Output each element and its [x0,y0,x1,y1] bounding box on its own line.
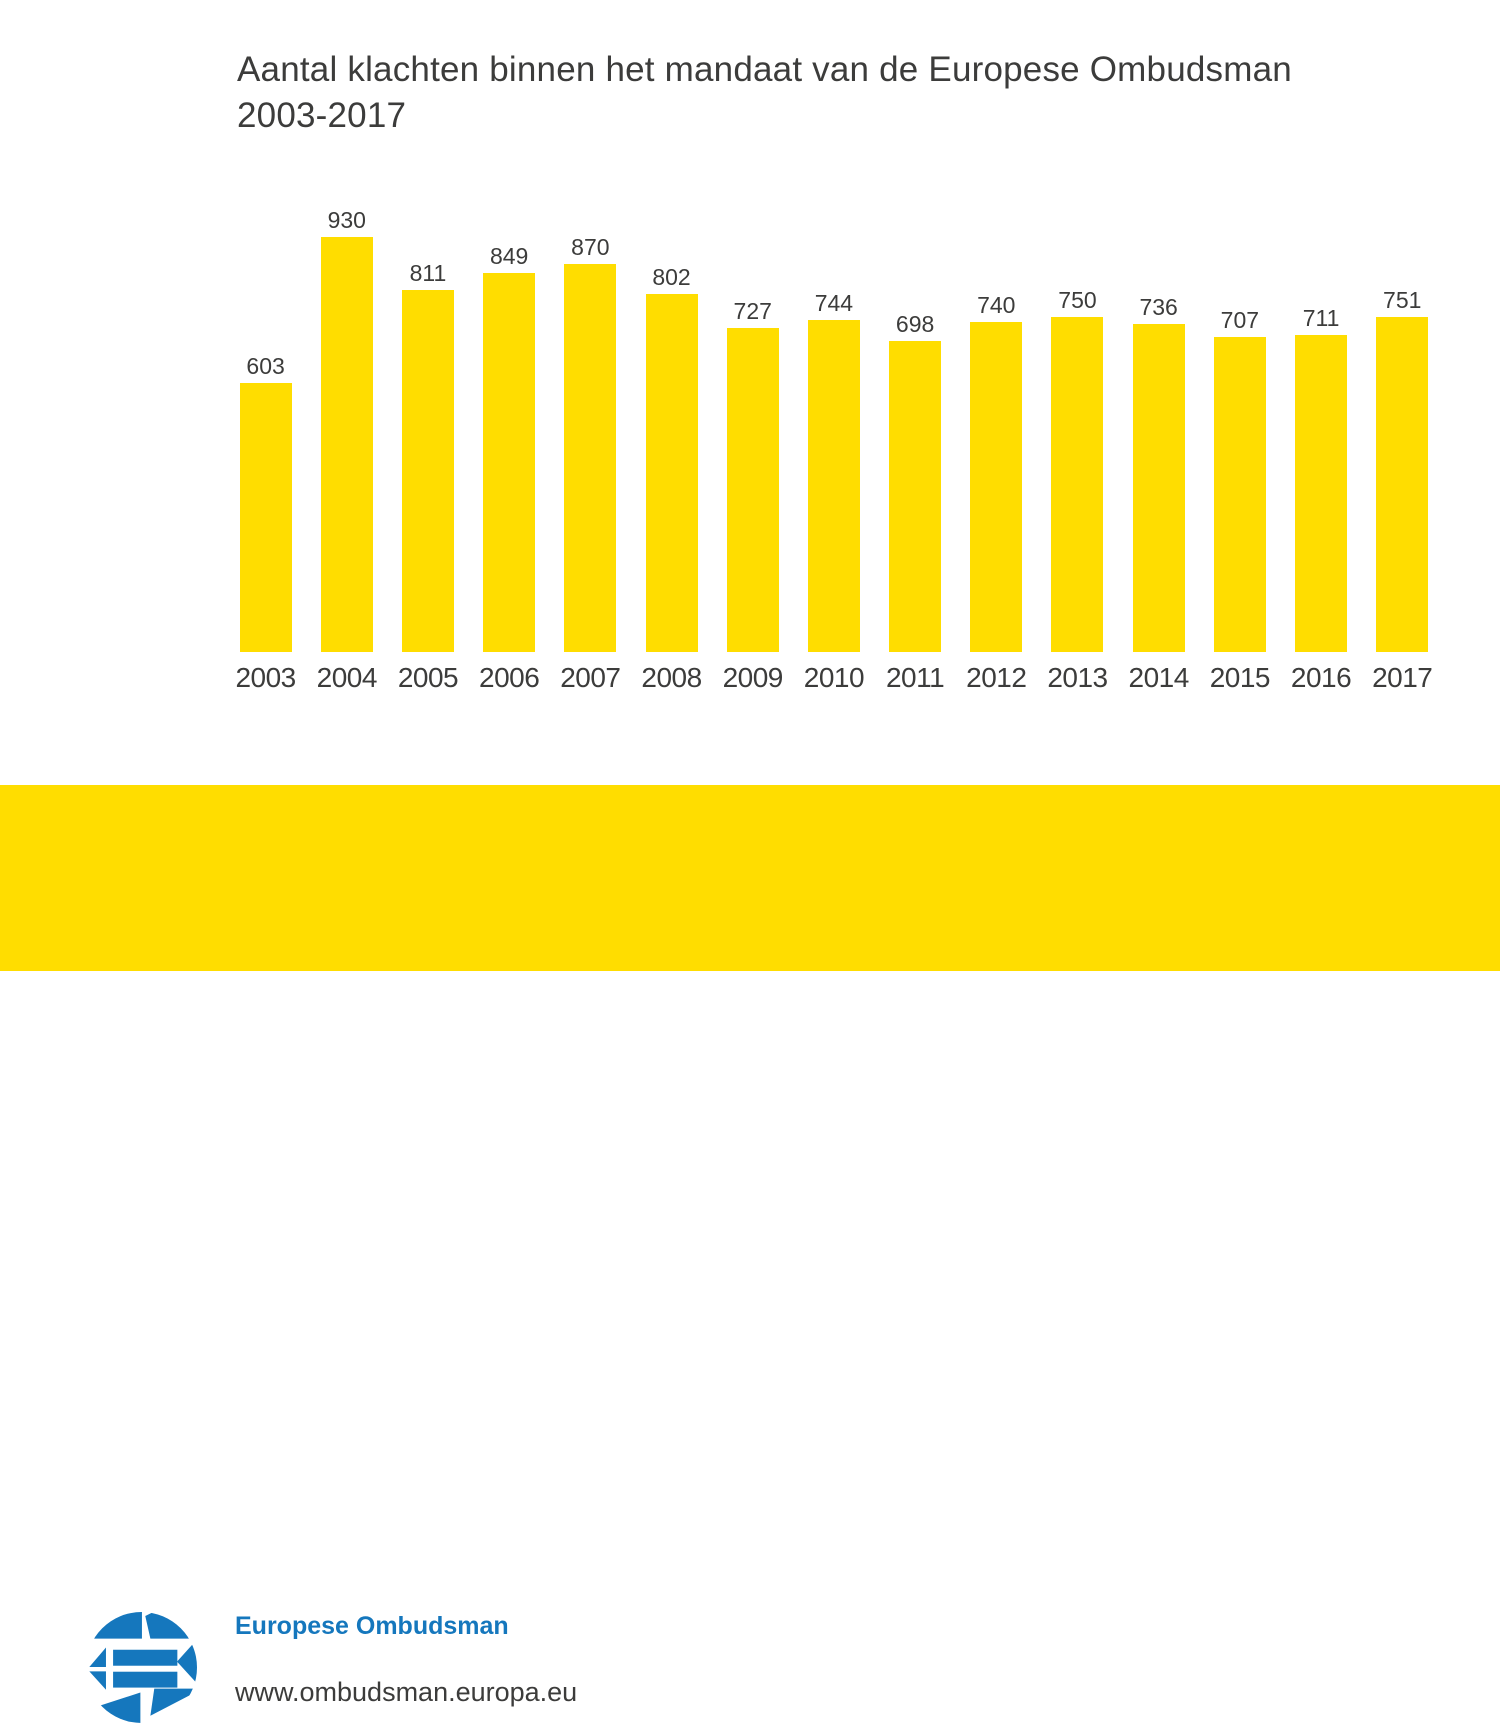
bar-slot-2009: 727 [712,299,793,652]
bar-slot-2006: 849 [469,244,550,652]
value-label-2017: 751 [1383,287,1422,313]
value-label-2005: 811 [409,260,447,286]
european-ombudsman-logo-icon [86,1612,197,1723]
year-label-2016: 2016 [1290,662,1352,693]
bar-2016 [1295,335,1348,652]
bar-slot-2010: 744 [793,291,874,652]
year-label-2005: 2005 [397,662,459,693]
bar-slot-2013: 750 [1037,288,1118,652]
bar-2009 [726,328,779,652]
bar-2013 [1051,317,1104,652]
value-label-2014: 736 [1139,294,1178,320]
page-title: Aantal klachten binnen het mandaat van d… [237,47,1292,139]
bar-slot-2005: 811 [387,261,468,652]
footer-website-url: www.ombudsman.europa.eu [235,1677,578,1707]
bar-slot-2015: 707 [1199,308,1280,652]
page-title-line2: 2003-2017 [237,96,407,135]
bar-slot-2012: 740 [956,293,1037,652]
bar-slot-2011: 698 [875,312,956,652]
year-axis: 2003 2004 2005 2006 2007 2008 2009 2010 2011 2012… [225,652,1444,694]
bar-slot-2007: 870 [550,235,631,652]
bar-slot-2008: 802 [631,265,712,652]
year-label-2003: 2003 [235,662,296,693]
value-label-2004: 930 [327,207,366,233]
bar-slot-2014: 736 [1118,295,1199,652]
footer-org-name: Europese Ombudsman [235,1612,509,1640]
value-label-2013: 750 [1058,287,1097,313]
bar-2010 [807,320,860,652]
bar-2006 [483,273,536,652]
year-label-2017: 2017 [1372,662,1433,693]
value-label-2008: 802 [652,264,691,290]
value-label-2006: 849 [489,243,529,269]
year-label-2010: 2010 [803,662,865,693]
footer-band: Europese Ombudsman www.ombudsman.europa.… [0,785,1500,1723]
bar-2004 [320,237,373,652]
bar-slot-2017: 751 [1362,288,1443,652]
value-label-2010: 744 [814,290,854,316]
value-label-2003: 603 [246,353,285,379]
bar-2003 [239,383,292,652]
year-label-2014: 2014 [1128,662,1190,693]
bar-slot-2004: 930 [306,208,387,652]
year-label-2013: 2013 [1047,662,1108,693]
value-label-2009: 727 [733,298,772,324]
year-label-2006: 2006 [479,662,540,693]
year-label-2007: 2007 [560,662,621,693]
page-title-line1: Aantal klachten binnen het mandaat van d… [237,50,1292,89]
value-label-2012: 740 [977,292,1016,318]
bar-slot-2016: 711 [1280,306,1361,652]
value-label-2007: 870 [571,234,610,260]
year-label-2008: 2008 [641,662,702,693]
bar-2008 [645,294,698,652]
year-label-2009: 2009 [722,662,784,693]
bar-chart: 603 930 811 849 870 802 727 744 698 740 750 736 707 7… [225,0,1444,652]
bar-2012 [970,322,1023,652]
bar-2007 [564,264,617,652]
year-label-2015: 2015 [1209,662,1271,693]
value-label-2016: 711 [1302,305,1340,331]
bar-2015 [1213,337,1266,652]
year-label-2012: 2012 [966,662,1027,693]
value-label-2015: 707 [1220,307,1260,333]
year-label-2004: 2004 [316,662,378,693]
bar-2014 [1132,324,1185,652]
year-label-2011: 2011 [885,662,945,693]
bar-2017 [1376,317,1429,652]
value-label-2011: 698 [895,311,935,337]
bar-2011 [889,341,942,652]
bar-2005 [401,290,454,652]
bar-slot-2003: 603 [225,354,306,652]
